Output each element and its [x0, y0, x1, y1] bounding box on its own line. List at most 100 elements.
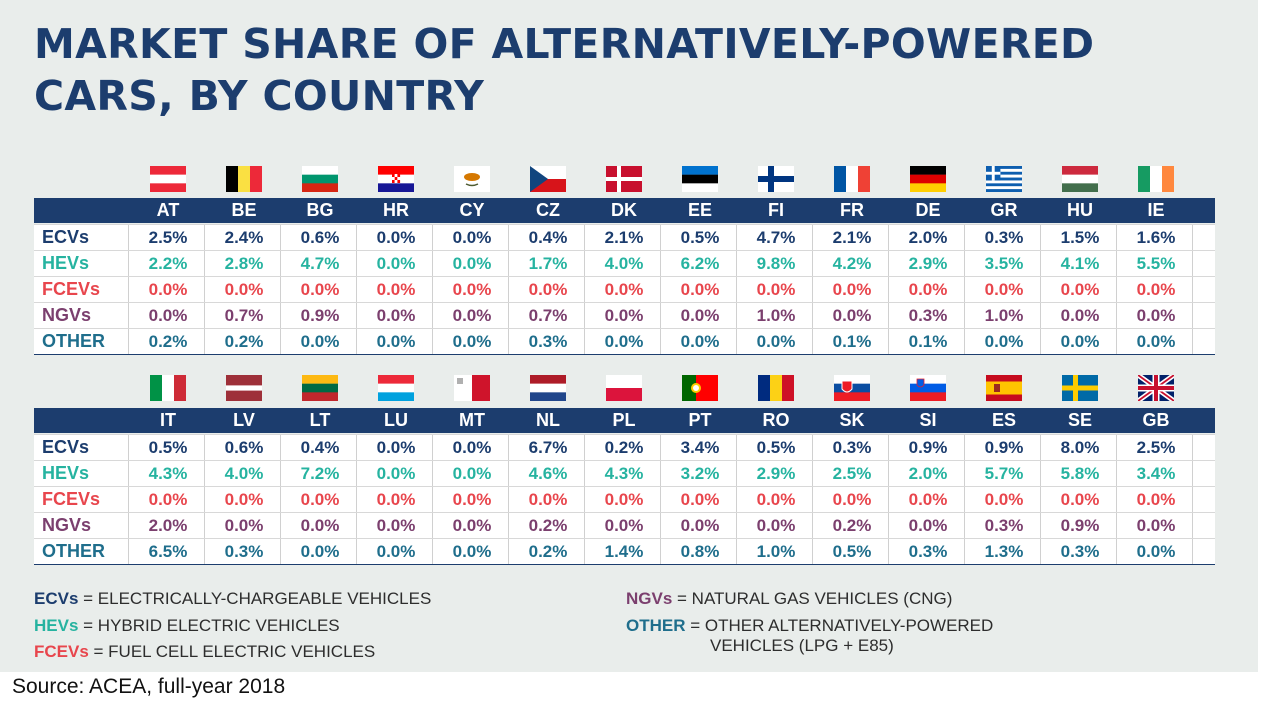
table-header-row: AT BE BG HR CY CZ DK EE FI FR DE GR HU IE: [34, 198, 1215, 223]
table-cell: 0.0%: [1060, 306, 1100, 325]
legend-abbr: OTHER: [626, 616, 686, 635]
table-cell: 0.2%: [528, 516, 568, 535]
column-header: LU: [384, 410, 408, 430]
column-divider: [964, 434, 965, 564]
flag-cz-icon: [530, 166, 566, 192]
table-cell: 3.4%: [1136, 464, 1176, 483]
table-cell: 4.3%: [148, 464, 188, 483]
flag-pl-icon: [606, 375, 642, 401]
table-cell: 4.0%: [604, 254, 644, 273]
column-header: BG: [306, 200, 334, 220]
flag-lt-icon: [302, 375, 338, 401]
column-header: HU: [1067, 200, 1093, 220]
column-divider: [1116, 224, 1117, 354]
table-cell: 4.7%: [756, 228, 796, 247]
table-cell: 0.0%: [300, 542, 340, 561]
table-cell: 0.0%: [376, 254, 416, 273]
row-label: FCEVs: [42, 279, 101, 299]
table-cell: 0.0%: [376, 542, 416, 561]
column-header: BE: [231, 200, 257, 220]
flag-gr-icon: [986, 166, 1022, 192]
table-cell: 1.5%: [1060, 228, 1100, 247]
legend-definition: = NATURAL GAS VEHICLES (CNG): [672, 589, 953, 608]
column-header: HR: [383, 200, 409, 220]
table-cell: 1.0%: [756, 542, 796, 561]
table-cell: 0.0%: [224, 490, 264, 509]
table-cell: 0.0%: [1136, 542, 1176, 561]
flag-be-icon: [226, 166, 262, 192]
table-cell: 0.0%: [452, 516, 492, 535]
table-row: ECVs 2.5% 2.4% 0.6% 0.0% 0.0% 0.4% 2.1% 0.5% 4.7%…: [34, 224, 1215, 250]
flag-hu-icon: [1062, 166, 1098, 192]
row-label: ECVs: [42, 437, 90, 457]
table-cell: 0.3%: [908, 306, 948, 325]
flag-fi-icon: [758, 166, 794, 192]
column-divider: [812, 224, 813, 354]
flag-cy-icon: [454, 166, 490, 192]
table-cell: 4.6%: [528, 464, 568, 483]
table-cell: 0.0%: [300, 516, 340, 535]
table-cell: 0.0%: [984, 490, 1024, 509]
table-cell: 0.0%: [1136, 280, 1176, 299]
table-cell: 0.0%: [1060, 332, 1100, 351]
column-header: CY: [459, 200, 485, 220]
column-header: FI: [768, 200, 784, 220]
table-cell: 2.9%: [908, 254, 948, 273]
column-divider: [812, 434, 813, 564]
table-cell: 1.6%: [1136, 228, 1176, 247]
table-cell: 2.5%: [148, 228, 188, 247]
column-divider: [432, 434, 433, 564]
table-cell: 0.0%: [1136, 332, 1176, 351]
table-cell: 2.1%: [604, 228, 644, 247]
table-cell: 4.3%: [604, 464, 644, 483]
column-header: PL: [612, 410, 636, 430]
table-cell: 0.0%: [300, 490, 340, 509]
table-cell: 0.4%: [528, 228, 568, 247]
column-divider: [660, 224, 661, 354]
flag-lu-icon: [378, 375, 414, 401]
table-cell: 0.0%: [680, 332, 720, 351]
table-cell: 5.8%: [1060, 464, 1100, 483]
table-cell: 2.5%: [1136, 438, 1176, 457]
table-cell: 4.2%: [832, 254, 872, 273]
table-row: ECVs 0.5% 0.6% 0.4% 0.0% 0.0% 6.7% 0.2% 3.4% 0.5%…: [34, 434, 1215, 460]
table-cell: 0.9%: [300, 306, 340, 325]
source-note: Source: ACEA, full-year 2018: [12, 675, 286, 698]
legend-abbr: FCEVs: [34, 642, 89, 661]
legend-item: NGVs = NATURAL GAS VEHICLES (CNG): [626, 589, 952, 609]
table-cell: 2.2%: [148, 254, 188, 273]
table-cell: 6.5%: [148, 542, 188, 561]
table-cell: 0.0%: [376, 464, 416, 483]
row-label: FCEVs: [42, 489, 101, 509]
table-cell: 0.0%: [680, 280, 720, 299]
table-cell: 0.0%: [528, 490, 568, 509]
table-cell: 0.0%: [376, 228, 416, 247]
table-cell: 0.1%: [832, 332, 872, 351]
column-header: SE: [1067, 410, 1092, 430]
table-cell: 3.2%: [680, 464, 720, 483]
column-divider: [128, 434, 129, 564]
table-cell: 0.0%: [756, 516, 796, 535]
table-cell: 0.0%: [452, 464, 492, 483]
table-cell: 0.3%: [224, 542, 264, 561]
table-cell: 6.7%: [528, 438, 568, 457]
table-cell: 0.0%: [452, 438, 492, 457]
column-header: EE: [687, 200, 712, 220]
column-header: SK: [839, 410, 865, 430]
column-divider: [128, 224, 129, 354]
table-row: NGVs 0.0% 0.7% 0.9% 0.0% 0.0% 0.7% 0.0% 0.0% 1.0%…: [34, 302, 1215, 328]
legend-item: FCEVs = FUEL CELL ELECTRIC VEHICLES: [34, 642, 375, 662]
table-cell: 0.0%: [680, 516, 720, 535]
column-divider: [888, 224, 889, 354]
table-cell: 2.0%: [908, 464, 948, 483]
column-divider: [736, 224, 737, 354]
table-cell: 0.0%: [680, 306, 720, 325]
table-cell: 0.0%: [984, 280, 1024, 299]
table-cell: 0.0%: [452, 280, 492, 299]
column-header: IE: [1147, 200, 1165, 220]
flag-it-icon: [150, 375, 186, 401]
table-cell: 2.0%: [148, 516, 188, 535]
table-cell: 0.0%: [224, 280, 264, 299]
table-cell: 0.3%: [908, 542, 948, 561]
table-cell: 1.4%: [604, 542, 644, 561]
